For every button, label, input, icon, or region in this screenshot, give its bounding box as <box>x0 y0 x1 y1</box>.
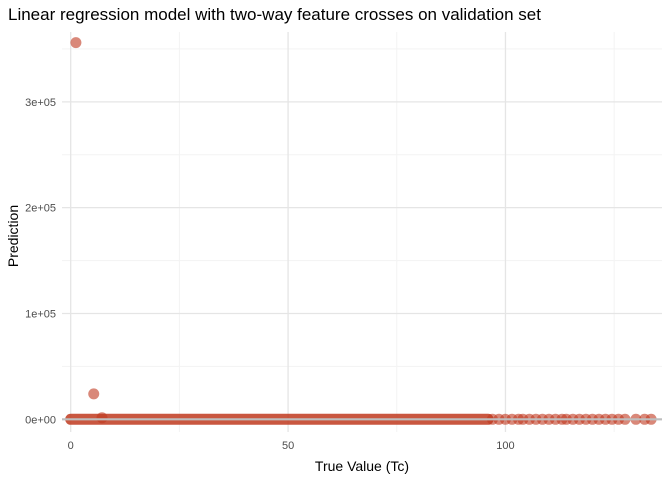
scatter-point <box>70 37 82 49</box>
x-tick-label: 0 <box>68 440 74 452</box>
grid <box>62 32 662 432</box>
scatter-point <box>96 412 108 424</box>
y-tick-label: 0e+00 <box>25 414 56 426</box>
x-axis-title: True Value (Tc) <box>315 458 409 474</box>
chart-title: Linear regression model with two-way fea… <box>8 5 541 24</box>
x-tick-label: 100 <box>496 440 514 452</box>
y-tick-label: 2e+05 <box>25 203 56 215</box>
x-ticks: 0 50 100 <box>68 440 515 452</box>
x-tick-label: 50 <box>282 440 294 452</box>
y-tick-label: 3e+05 <box>25 97 56 109</box>
y-tick-label: 1e+05 <box>25 308 56 320</box>
scatter-point <box>88 388 100 400</box>
y-ticks: 0e+00 1e+05 2e+05 3e+05 <box>25 97 56 426</box>
y-axis-title: Prediction <box>5 205 21 267</box>
points-layer <box>70 37 657 425</box>
